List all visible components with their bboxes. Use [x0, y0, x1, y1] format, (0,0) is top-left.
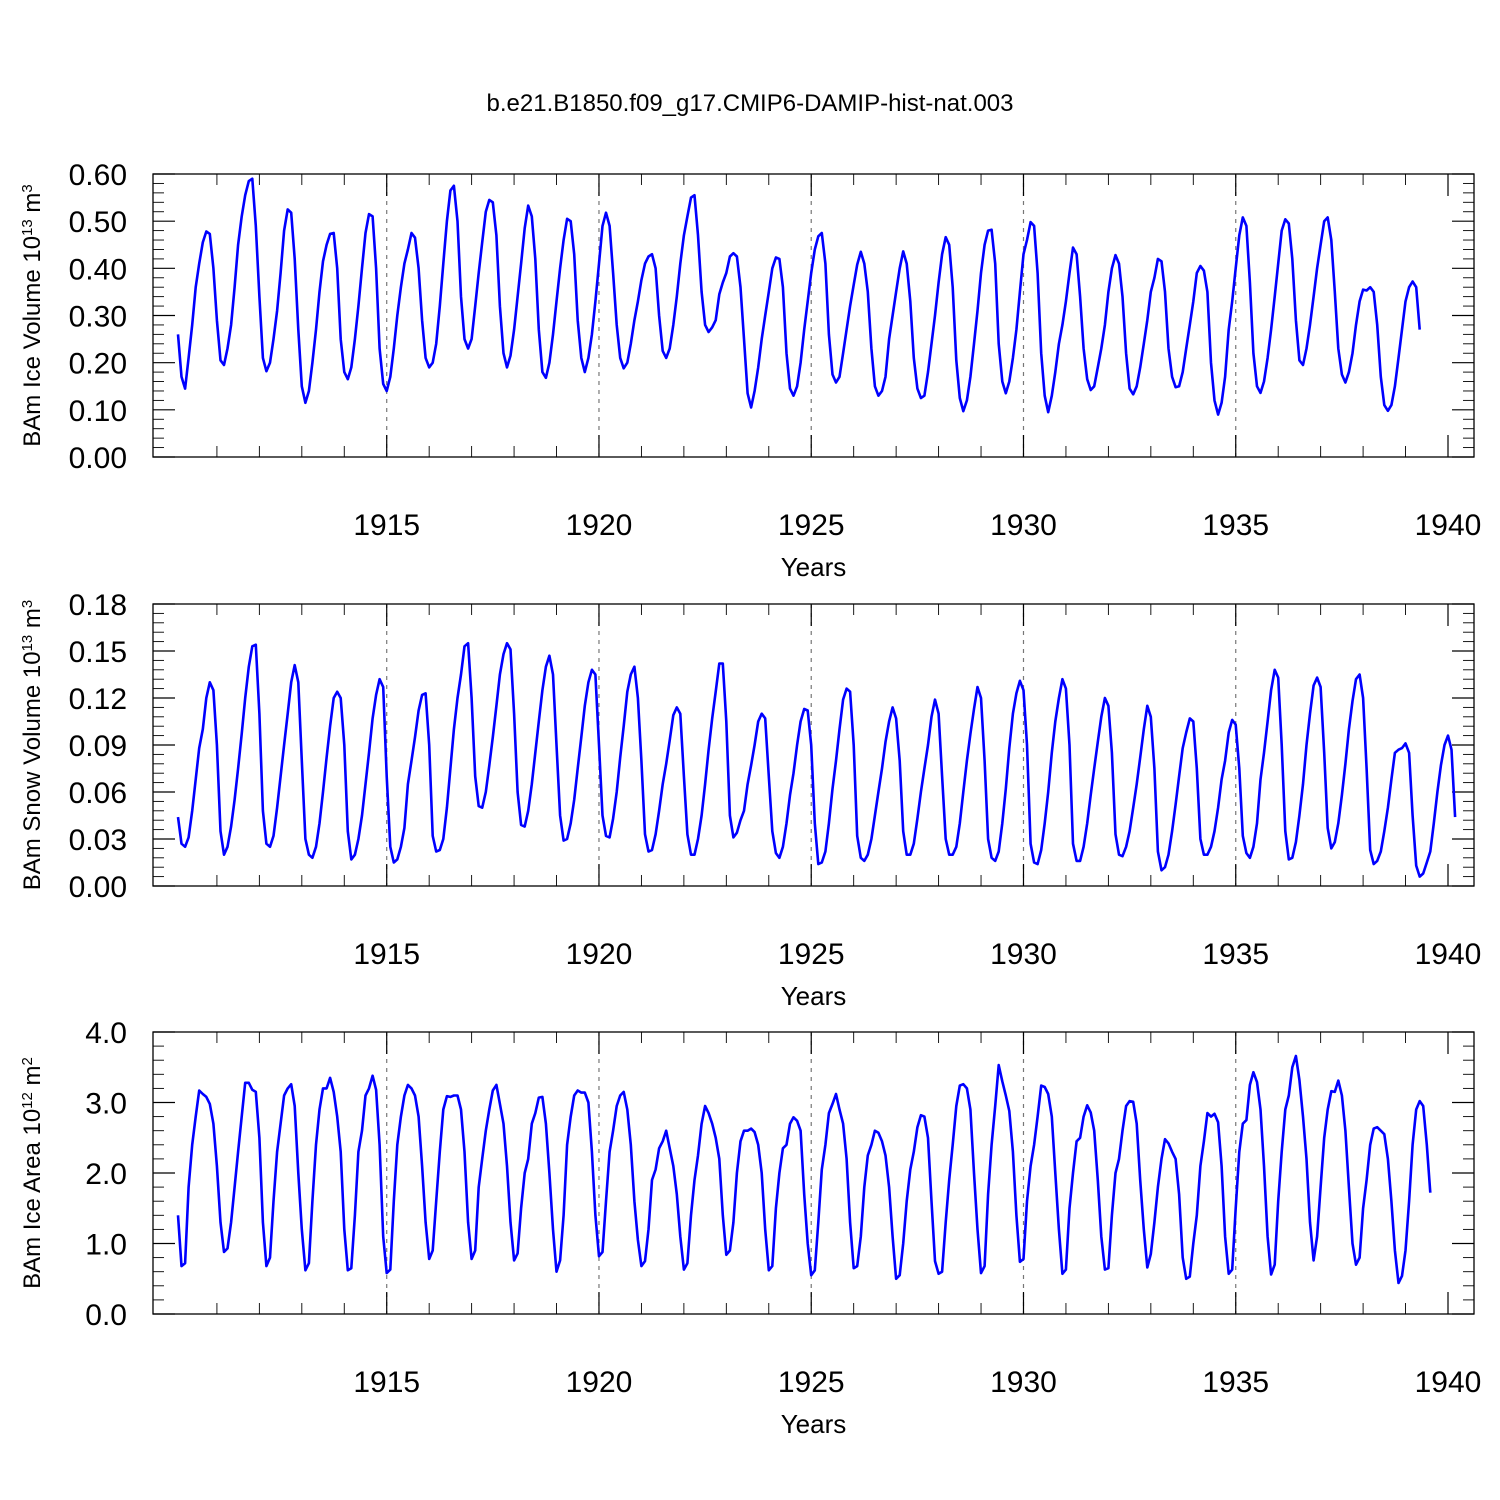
y-tick-label: 0.09	[69, 730, 127, 763]
x-tick-label: 1940	[1415, 509, 1482, 542]
y-tick-label: 0.10	[69, 395, 127, 428]
y-tick-label: 0.40	[69, 253, 127, 286]
x-tick-label: 1935	[1202, 938, 1269, 971]
x-axis-label: Years	[781, 552, 847, 582]
x-tick-label: 1930	[990, 1366, 1057, 1399]
y-tick-label: 3.0	[85, 1088, 127, 1121]
x-tick-label: 1920	[566, 1366, 633, 1399]
y-tick-label: 0.03	[69, 824, 127, 857]
x-tick-label: 1925	[778, 509, 845, 542]
plot-frame	[152, 173, 1475, 458]
y-tick-label: 0.30	[69, 301, 127, 334]
y-tick-label: 0.00	[69, 442, 127, 475]
x-tick-label: 1920	[566, 509, 633, 542]
panel-ice-volume: 1915 1920 1925 1930 1935 1940 0.00 0.10 0.20 0.30…	[19, 159, 1482, 582]
x-tick-label: 1930	[990, 509, 1057, 542]
x-tick-label: 1915	[353, 938, 420, 971]
plot-frame	[152, 603, 1475, 887]
series-line	[176, 1054, 1432, 1285]
x-tick-label: 1930	[990, 938, 1057, 971]
y-tick-label: 2.0	[85, 1158, 127, 1191]
x-tick-label: 1915	[353, 1366, 420, 1399]
panel-ice-area: 1915 1920 1925 1930 1935 1940 0.0 1.0 2.0 3.0 4.0 B…	[19, 1017, 1482, 1439]
y-tick-label: 4.0	[85, 1017, 127, 1050]
x-tick-label: 1935	[1202, 1366, 1269, 1399]
y-tick-label: 0.00	[69, 871, 127, 904]
x-tick-label: 1940	[1415, 1366, 1482, 1399]
chart-title: b.e21.B1850.f09_g17.CMIP6-DAMIP-hist-nat…	[487, 90, 1014, 117]
y-tick-label: 0.20	[69, 348, 127, 381]
y-tick-label: 0.0	[85, 1299, 127, 1332]
x-tick-label: 1940	[1415, 938, 1482, 971]
series-line	[176, 177, 1421, 416]
y-axis-label: BAm Ice Area 1012 m2	[19, 1057, 47, 1289]
series-line	[176, 641, 1457, 878]
y-axis-label: BAm Snow Volume 1013 m3	[19, 600, 47, 891]
y-tick-label: 1.0	[85, 1229, 127, 1262]
y-tick-label: 0.50	[69, 206, 127, 239]
x-tick-label: 1920	[566, 938, 633, 971]
y-tick-label: 0.12	[69, 683, 127, 716]
x-tick-label: 1925	[778, 938, 845, 971]
panels: 1915 1920 1925 1930 1935 1940 0.00 0.10 0.20 0.30…	[19, 159, 1482, 1439]
y-tick-label: 0.60	[69, 159, 127, 192]
y-tick-label: 0.15	[69, 636, 127, 669]
x-axis-label: Years	[781, 1409, 847, 1439]
panel-snow-volume: 1915 1920 1925 1930 1935 1940 0.00 0.03 0.06 0.09…	[19, 589, 1482, 1011]
x-axis-label: Years	[781, 981, 847, 1011]
x-tick-label: 1925	[778, 1366, 845, 1399]
x-tick-label: 1915	[353, 509, 420, 542]
x-tick-label: 1935	[1202, 509, 1269, 542]
y-axis-label: BAm Ice Volume 1013 m3	[19, 184, 47, 446]
y-tick-label: 0.18	[69, 589, 127, 622]
y-tick-label: 0.06	[69, 777, 127, 810]
